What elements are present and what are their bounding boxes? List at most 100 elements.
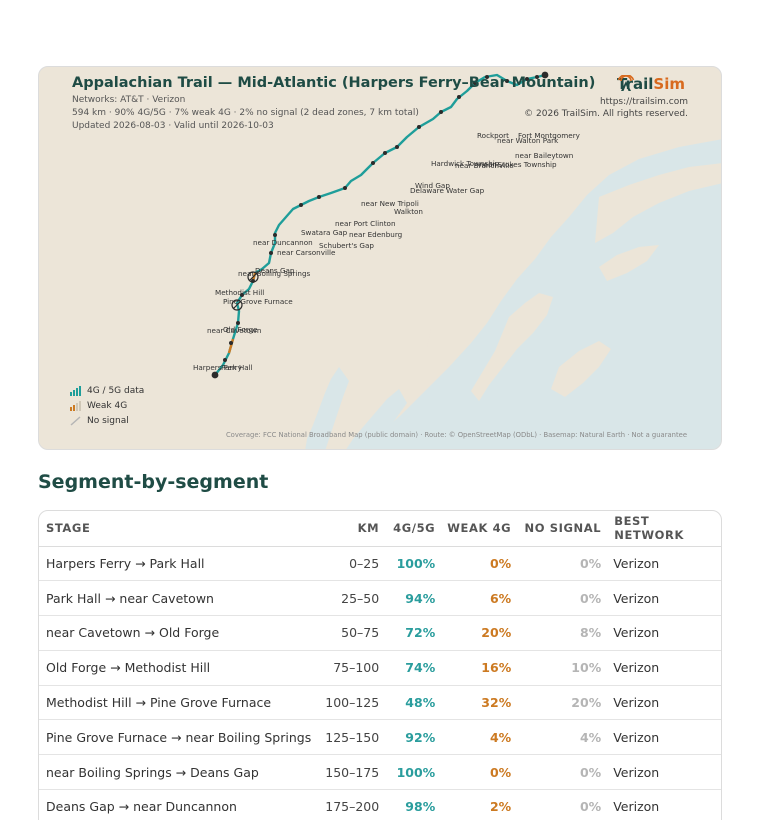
place-label: Methodist Hill xyxy=(215,288,264,297)
signal-bars-full-icon xyxy=(70,385,81,396)
good-cell: 72% xyxy=(385,615,442,651)
place-label: near Walton Park xyxy=(497,136,559,145)
stage-cell: Old Forge → Methodist Hill xyxy=(39,650,318,686)
col-header-good[interactable]: 4G/5G xyxy=(385,511,442,547)
segment-table: STAGE KM 4G/5G WEAK 4G NO SIGNAL BEST NE… xyxy=(39,511,721,820)
km-cell: 150–175 xyxy=(317,754,386,791)
place-label: near New Tripoli xyxy=(361,199,419,208)
col-header-stage[interactable]: STAGE xyxy=(39,511,318,547)
stage-cell: Methodist Hill → Pine Grove Furnace xyxy=(39,685,318,721)
stage-cell: Deans Gap → near Duncannon xyxy=(39,789,318,820)
legend-item-weak: Weak 4G xyxy=(70,398,144,413)
network-cell: Verizon xyxy=(607,685,721,721)
good-cell: 100% xyxy=(385,754,442,791)
brand-logo[interactable]: TrailSim xyxy=(617,75,685,93)
col-header-none[interactable]: NO SIGNAL xyxy=(517,511,608,547)
good-cell: 100% xyxy=(385,546,442,582)
land-area xyxy=(399,323,431,379)
brand-name: TrailSim xyxy=(617,75,685,93)
good-cell: 98% xyxy=(385,789,442,820)
km-cell: 125–150 xyxy=(317,719,386,756)
weak-cell: 6% xyxy=(441,580,518,617)
no-signal-icon xyxy=(70,415,81,426)
none-cell: 4% xyxy=(517,719,608,756)
none-cell: 0% xyxy=(517,789,608,820)
place-label: near Carsonville xyxy=(277,248,336,257)
network-cell: Verizon xyxy=(607,719,721,756)
legend-label: 4G / 5G data xyxy=(87,385,145,396)
table-row[interactable]: near Boiling Springs → Deans Gap 150–175 1… xyxy=(39,754,721,791)
network-cell: Verizon xyxy=(607,546,721,582)
col-header-network[interactable]: BEST NETWORK xyxy=(607,511,721,547)
land-area xyxy=(471,293,553,401)
brand-sub: https://trailsim.com © 2026 TrailSim. Al… xyxy=(524,96,688,120)
brand-copyright: © 2026 TrailSim. All rights reserved. xyxy=(524,109,688,119)
weak-cell: 32% xyxy=(441,685,518,721)
place-label: Rockport xyxy=(477,131,509,140)
place-label: Park Hall xyxy=(221,363,253,372)
none-cell: 10% xyxy=(517,650,608,686)
col-header-km[interactable]: KM xyxy=(317,511,386,547)
weak-cell: 4% xyxy=(441,719,518,756)
signal-bars-weak-icon xyxy=(70,400,81,411)
place-label: near Port Clinton xyxy=(335,219,396,228)
table-row[interactable]: Pine Grove Furnace → near Boiling Spring… xyxy=(39,719,721,756)
network-cell: Verizon xyxy=(607,754,721,791)
place-label: Harpers Ferry xyxy=(193,363,243,372)
none-cell: 0% xyxy=(517,754,608,791)
weak-cell: 0% xyxy=(441,754,518,791)
summary-line: 594 km · 90% 4G/5G · 7% weak 4G · 2% no … xyxy=(72,108,419,118)
good-cell: 48% xyxy=(385,685,442,721)
km-cell: 25–50 xyxy=(317,580,386,617)
land-area xyxy=(595,163,721,243)
none-cell: 8% xyxy=(517,615,608,651)
place-label: near Baileytown xyxy=(515,151,573,160)
antenna-icon xyxy=(617,75,635,91)
col-header-weak[interactable]: WEAK 4G xyxy=(441,511,518,547)
table-row[interactable]: Old Forge → Methodist Hill 75–100 74% 16% 10… xyxy=(39,650,721,686)
km-cell: 175–200 xyxy=(317,789,386,820)
town-markers xyxy=(211,71,549,379)
section-title: Segment-by-segment xyxy=(38,471,269,493)
good-cell: 94% xyxy=(385,580,442,617)
weak-cell: 0% xyxy=(441,546,518,582)
brand-url[interactable]: https://trailsim.com xyxy=(599,97,688,107)
none-cell: 0% xyxy=(517,546,608,582)
map-credits: Coverage: FCC National Broadband Map (pu… xyxy=(225,431,687,439)
dead-zone-icon xyxy=(247,271,259,283)
place-label: near Boiling Springs xyxy=(238,269,311,278)
place-label: near Edenburg xyxy=(349,230,402,239)
weak-cell: 2% xyxy=(441,789,518,820)
place-label: near Branchville xyxy=(455,161,514,170)
map-title: Appalachian Trail — Mid-Atlantic (Harper… xyxy=(72,75,596,91)
network-cell: Verizon xyxy=(607,580,721,617)
land-area xyxy=(551,341,611,397)
place-label: Swatara Gap xyxy=(301,228,348,237)
map-meta: Networks: AT&T · Verizon 594 km · 90% 4G… xyxy=(72,94,419,133)
legend-label: Weak 4G xyxy=(87,400,128,411)
land-area xyxy=(599,245,659,281)
table-row[interactable]: Methodist Hill → Pine Grove Furnace 100–1… xyxy=(39,685,721,721)
place-label: near Duncannon xyxy=(253,238,313,247)
map-legend: 4G / 5G data Weak 4G No signal xyxy=(70,383,144,428)
place-label: Schubert's Gap xyxy=(319,241,374,250)
table-row[interactable]: Deans Gap → near Duncannon 175–200 98% 2% 0%… xyxy=(39,789,721,820)
place-label: near Cavetown xyxy=(207,326,261,335)
table-row[interactable]: near Cavetown → Old Forge 50–75 72% 20% 8% Ve… xyxy=(39,615,721,651)
stage-cell: Park Hall → near Cavetown xyxy=(39,580,318,617)
stage-cell: Harpers Ferry → Park Hall xyxy=(39,546,318,582)
place-label: Old Forge xyxy=(223,325,258,334)
place-label: Walkton xyxy=(394,207,423,216)
table-row[interactable]: Park Hall → near Cavetown 25–50 94% 6% 0% Ver… xyxy=(39,580,721,617)
place-label: near Stokes Township xyxy=(479,160,557,169)
km-cell: 50–75 xyxy=(317,615,386,651)
weak-cell: 20% xyxy=(441,615,518,651)
stage-cell: Pine Grove Furnace → near Boiling Spring… xyxy=(39,719,318,756)
water-area xyxy=(305,367,349,449)
place-label: Hardwick Township xyxy=(431,159,500,168)
trail-route-weak xyxy=(227,338,235,354)
table-row[interactable]: Harpers Ferry → Park Hall 0–25 100% 0% 0% Ver… xyxy=(39,546,721,582)
table-header-row: STAGE KM 4G/5G WEAK 4G NO SIGNAL BEST NE… xyxy=(39,511,721,547)
coverage-map[interactable]: Harpers Ferry Park Hall near Cavetown Ol… xyxy=(38,66,722,450)
km-cell: 100–125 xyxy=(317,685,386,721)
